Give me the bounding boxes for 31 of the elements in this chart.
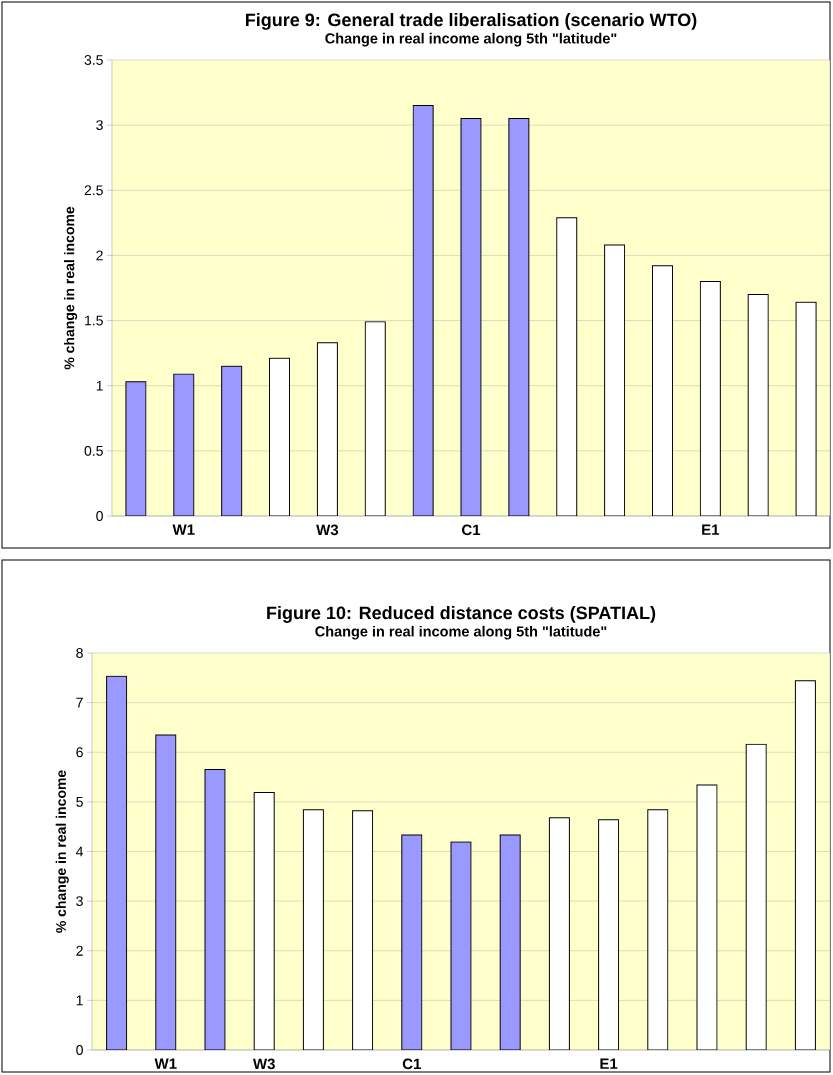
y-tick-label: 1.5 — [84, 315, 103, 326]
x-tick-label: E1 — [600, 1058, 618, 1069]
y-tick-label: 3.5 — [84, 55, 103, 65]
x-tick-label: C1 — [402, 1058, 421, 1070]
y-axis-title: % change in real income — [55, 770, 69, 933]
x-tick-label: W3 — [316, 524, 338, 536]
chart-title: Figure 9: General trade liberalisation (scenario WTO) — [245, 13, 697, 30]
y-tick-label: 0.5 — [84, 445, 103, 456]
y-tick-label: 6 — [76, 747, 83, 758]
y-tick-label: 4 — [75, 846, 83, 857]
y-tick-label: 2 — [96, 250, 103, 261]
y-tick-label: 0 — [96, 511, 103, 521]
x-tick-label: W1 — [154, 1058, 177, 1069]
y-tick-label: 2.5 — [84, 185, 103, 196]
chart-subtitle: Change in real income along 5th "latitude" — [325, 32, 617, 47]
y-tick-label: 1 — [96, 380, 103, 391]
x-tick-label: W1 — [172, 524, 195, 535]
y-tick-label: 2 — [76, 945, 83, 956]
y-tick-label: 5 — [76, 796, 83, 807]
x-tick-label: E1 — [702, 524, 719, 535]
chart-title: Figure 10: Reduced distance costs (SPATIAL) — [267, 606, 655, 623]
x-tick-label: W3 — [252, 1058, 275, 1070]
y-tick-label: 1 — [76, 995, 83, 1006]
x-tick-label: C1 — [461, 524, 481, 536]
y-axis-title: % change in real income — [63, 206, 77, 370]
y-tick-label: 3 — [76, 896, 83, 907]
y-tick-label: 3 — [96, 120, 103, 131]
y-tick-label: 0 — [76, 1045, 83, 1055]
y-tick-label: 8 — [76, 648, 83, 658]
chart-subtitle: Change in real income along 5th "latitude" — [315, 625, 607, 640]
y-tick-label: 7 — [76, 697, 83, 708]
